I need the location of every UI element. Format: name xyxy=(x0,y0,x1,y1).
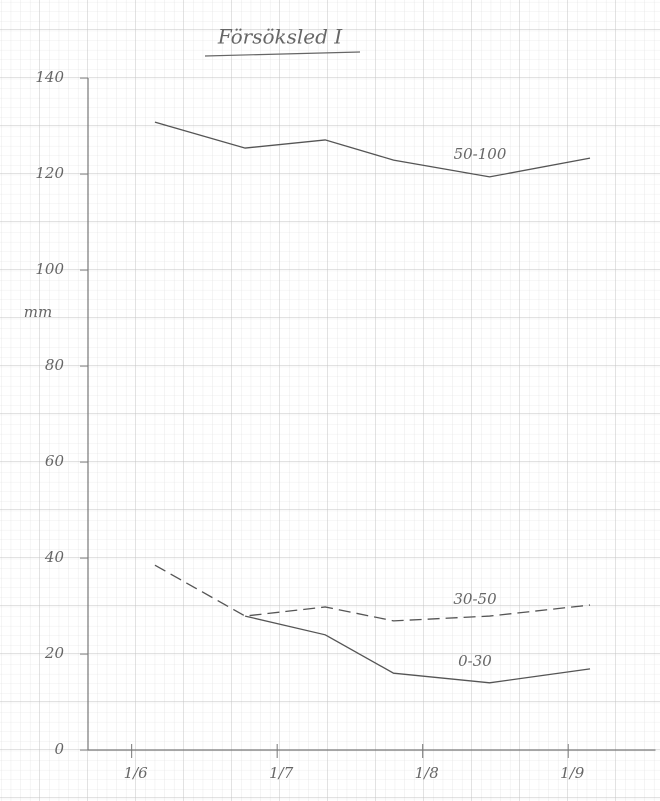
y-tick-label: 20 xyxy=(44,644,65,662)
x-tick-label: 1/9 xyxy=(560,764,585,782)
y-tick-label: 120 xyxy=(35,164,64,182)
y-tick-label: 0 xyxy=(54,740,64,758)
y-tick-label: 100 xyxy=(35,260,64,278)
y-tick-label: 80 xyxy=(45,356,65,374)
chart: Försöksled I mm 0 20 40 60 80 100 120 140 1/6 1/7… xyxy=(0,0,660,801)
series-label: 0-30 xyxy=(458,652,492,670)
y-tick-label: 140 xyxy=(35,68,64,86)
graph-paper xyxy=(0,0,660,801)
y-tick-label: 60 xyxy=(45,452,65,470)
y-axis-label: mm xyxy=(24,303,52,321)
series-label: 50-100 xyxy=(454,145,507,163)
x-tick-label: 1/8 xyxy=(415,764,439,782)
x-tick-label: 1/7 xyxy=(269,764,294,782)
chart-title: Försöksled I xyxy=(217,25,343,49)
series-label: 30-50 xyxy=(453,590,497,608)
x-tick-label: 1/6 xyxy=(124,764,149,782)
y-tick-label: 40 xyxy=(44,548,65,566)
